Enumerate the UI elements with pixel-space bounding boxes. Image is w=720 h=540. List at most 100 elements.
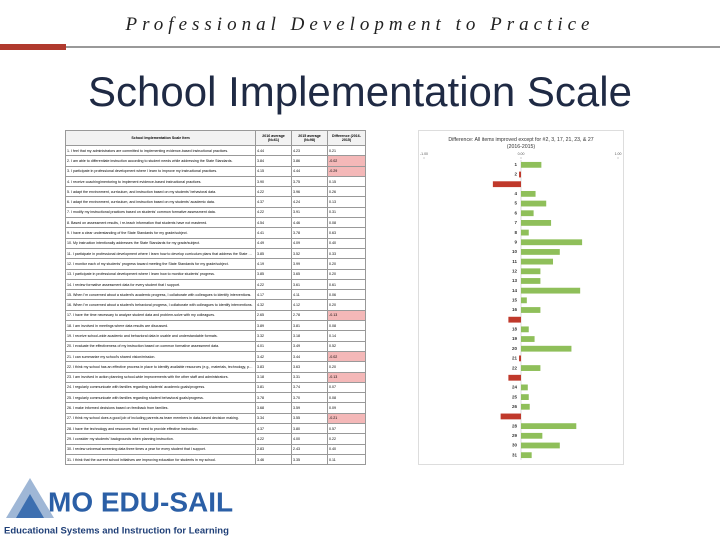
logo-icon <box>16 494 44 518</box>
value-cell: 3.55 <box>291 412 328 425</box>
value-cell: 4.12 <box>291 299 328 311</box>
category-label: 14 <box>512 288 518 293</box>
item-cell: 22. I think my school has an effective p… <box>65 361 256 373</box>
item-cell: 30. I review universal screening data th… <box>65 443 256 455</box>
value-cell: 4.15 <box>255 165 292 177</box>
item-cell: 13. I participate in professional develo… <box>65 268 256 280</box>
category-label: 19 <box>512 336 518 341</box>
value-cell: -0.02 <box>327 155 366 167</box>
value-cell: 0.09 <box>327 402 366 414</box>
value-cell: 3.74 <box>291 381 328 394</box>
value-cell: 3.75 <box>291 175 328 188</box>
column-header: 2016 average (N=61) <box>255 130 292 146</box>
value-cell: 0.26 <box>327 186 366 198</box>
category-label: 10 <box>512 249 518 254</box>
value-cell: 2.83 <box>255 443 292 455</box>
table-row: 4. I receive coaching/mentoring to imple… <box>65 175 366 188</box>
bar <box>521 268 541 275</box>
table-row: 29. I consider my students' backgrounds … <box>65 433 366 445</box>
item-cell: 9. I have a clear understanding of the S… <box>65 227 256 239</box>
item-cell: 23. I am involved in action planning sch… <box>65 371 256 383</box>
value-cell: 4.54 <box>255 217 292 229</box>
value-cell: 0.57 <box>327 423 366 435</box>
value-cell: 2.43 <box>291 443 328 455</box>
value-cell: 4.00 <box>291 433 328 445</box>
value-cell: 4.23 <box>291 144 328 157</box>
value-cell: -0.13 <box>327 309 366 322</box>
item-cell: 3. I participate in professional develop… <box>65 165 256 177</box>
category-label: 31 <box>512 452 518 457</box>
table-row: 23. I am involved in action planning sch… <box>65 371 366 383</box>
bar <box>521 403 530 410</box>
value-cell: 2.78 <box>291 309 328 322</box>
bar <box>521 336 535 342</box>
bar <box>521 287 581 294</box>
column-header: School Implementation Scale Item <box>65 130 256 146</box>
table-row: 19. I receive school-wide academic and b… <box>65 330 366 342</box>
item-cell: 18. I am involved in meetings where data… <box>65 320 256 332</box>
value-cell: 0.20 <box>327 268 366 280</box>
bar <box>521 161 542 168</box>
value-cell: 3.85 <box>255 268 292 280</box>
category-label: 21 <box>512 356 518 361</box>
chart-title-line: Difference: All items improved except fo… <box>448 137 593 143</box>
value-cell: 3.42 <box>255 350 292 363</box>
value-cell: 2.65 <box>255 309 292 322</box>
value-cell: 3.18 <box>255 371 292 383</box>
value-cell: 4.37 <box>255 423 292 435</box>
table-row: 18. I am involved in meetings where data… <box>65 320 366 332</box>
value-cell: 3.18 <box>291 330 328 342</box>
table-row: 20. I evaluate the effectiveness of my i… <box>65 340 366 352</box>
item-cell: 5. I adapt the environment, curriculum, … <box>65 186 256 198</box>
value-cell: 0.22 <box>327 433 366 445</box>
category-label: 4 <box>514 191 517 196</box>
table-row: 10. My instruction intentionally address… <box>65 237 366 249</box>
bar <box>521 365 541 371</box>
item-cell: 29. I consider my students' backgrounds … <box>65 433 256 445</box>
item-cell: 2. I am able to differentiate instructio… <box>65 155 256 167</box>
value-cell: 3.89 <box>255 320 292 332</box>
table-row: 31. I think that the current school init… <box>65 453 366 466</box>
item-cell: 28. I have the technology and resources … <box>65 423 256 435</box>
value-cell: 3.35 <box>291 453 328 466</box>
item-cell: 21. I can summarize my school's shared v… <box>65 350 256 363</box>
table-row: 15. When I'm concerned about a student's… <box>65 289 366 301</box>
item-cell: 1. I feel that my administrators are com… <box>65 144 256 157</box>
value-cell: 0.07 <box>327 381 366 394</box>
bar <box>521 220 552 226</box>
bar <box>521 229 529 236</box>
value-cell: 4.37 <box>255 196 292 208</box>
bar <box>519 171 521 178</box>
table-row: 28. I have the technology and resources … <box>65 423 366 435</box>
item-cell: 27. I think my school does a good job of… <box>65 412 256 425</box>
bar <box>521 452 532 459</box>
item-cell: 25. I regularly communicate with familie… <box>65 392 256 404</box>
value-cell: 0.31 <box>327 206 366 219</box>
chart-title: Difference: All items improved except fo… <box>448 137 593 150</box>
category-label: 29 <box>512 433 518 438</box>
item-cell: 24. I regularly communicate with familie… <box>65 381 256 394</box>
header-title: Professional Development to Practice <box>125 14 595 35</box>
header-rule <box>66 46 720 48</box>
item-cell: 8. Based on assessment results, I re-tea… <box>65 217 256 229</box>
bar <box>521 239 583 246</box>
value-cell: 3.70 <box>291 392 328 404</box>
table-row: 12. I monitor each of my students' progr… <box>65 258 366 270</box>
table-row: 14. I review formative assessment data f… <box>65 278 366 291</box>
category-label: 20 <box>512 346 518 351</box>
bar <box>521 432 543 439</box>
value-cell: -0.02 <box>327 350 366 363</box>
bar <box>521 326 529 333</box>
category-label: 30 <box>512 443 518 448</box>
value-cell: 3.81 <box>255 381 292 394</box>
value-cell: 3.59 <box>291 402 328 414</box>
value-cell: 0.15 <box>327 175 366 188</box>
value-cell: -0.29 <box>327 165 366 177</box>
table-row: 13. I participate in professional develo… <box>65 268 366 280</box>
bar <box>521 200 547 207</box>
value-cell: 3.44 <box>291 350 328 363</box>
value-cell: 4.22 <box>255 278 292 291</box>
value-cell: 0.08 <box>327 392 366 404</box>
logo-tagline: Educational Systems and Instruction for … <box>4 526 229 537</box>
table-row: 3. I participate in professional develop… <box>65 165 366 177</box>
